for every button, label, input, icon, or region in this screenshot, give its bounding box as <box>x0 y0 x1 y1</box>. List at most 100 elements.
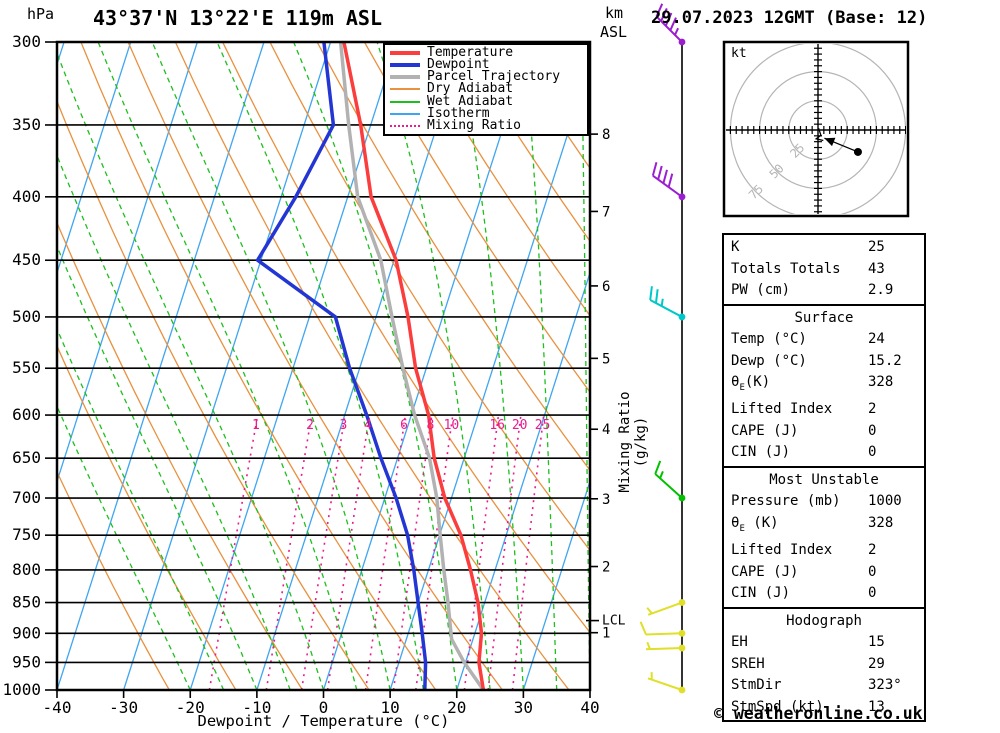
pressure-tick-label: 550 <box>12 358 41 377</box>
indices-table: Most Unstable Pressure (mb) 1000 θE (K) 328 L… <box>722 465 926 609</box>
dry-adiabat-line <box>363 42 590 394</box>
mixing-ratio-label: 10 <box>444 418 460 433</box>
legend-swatch-parcel-trajectory <box>390 75 420 80</box>
dry-adiabat-line <box>458 42 590 243</box>
mixing-ratio-line <box>487 414 522 690</box>
table-row: K 25 <box>724 237 924 259</box>
table-row-value: 15 <box>868 634 885 651</box>
table-row: CAPE (J) 0 <box>724 562 924 584</box>
dry-adiabat-line <box>411 42 590 317</box>
table-row-label: Lifted Index <box>731 401 833 418</box>
legend-label: Dry Adiabat <box>427 81 514 97</box>
wind-barb-900 <box>639 621 686 637</box>
table-row: CIN (J) 0 <box>724 442 924 464</box>
legend-label: Temperature <box>427 45 514 61</box>
table-row-value: 0 <box>868 422 877 439</box>
indices-table: K 25 Totals Totals 43 PW (cm) 2.9 <box>722 233 926 306</box>
pressure-tick-label: 300 <box>12 32 41 51</box>
table-row-value: 24 <box>868 331 885 347</box>
indices-table: Surface Temp (°C) 24 Dewp (°C) 15.2 θE(K) 328 L… <box>722 303 926 468</box>
wet-adiabat-line <box>376 42 491 690</box>
mixing-ratio-line <box>326 414 371 690</box>
table-row: SREH 29 <box>724 654 924 676</box>
table-row-value: 15.2 <box>868 352 902 369</box>
km-tick-label: 7 <box>602 204 610 220</box>
wind-barb-400 <box>651 161 686 201</box>
wet-adiabat-line <box>455 42 525 690</box>
temp-tick-label: 40 <box>580 698 599 717</box>
indices-table: Hodograph EH 15 SREH 29 StmDir 323° StmSpd (kt)… <box>722 606 926 723</box>
parcel-trajectory-curve <box>338 42 485 690</box>
pressure-tick-label: 350 <box>12 115 41 134</box>
mixing-ratio-label: 20 <box>512 418 528 433</box>
table-row: Lifted Index 2 <box>724 399 924 421</box>
isotherm-line <box>522 479 590 690</box>
table-row-value: 2.9 <box>868 282 894 298</box>
copyright-credit: © weatheronline.co.uk <box>714 704 923 723</box>
table-row: Pressure (mb) 1000 <box>724 491 924 513</box>
legend-item: Dry Adiabat <box>390 81 587 97</box>
table-row: StmSpd (kt) 13 <box>724 697 924 719</box>
dry-adiabat-line <box>316 42 590 472</box>
table-row-label: PW (cm) <box>731 282 791 298</box>
temp-tick-label: 30 <box>514 698 533 717</box>
mixing-ratio-line <box>265 414 313 690</box>
pressure-tick-label: 1000 <box>2 680 41 699</box>
legend-swatch-isotherm <box>390 112 420 115</box>
mixing-ratio-label: 2 <box>306 418 314 433</box>
legend-swatch-wet-adiabat <box>390 100 420 103</box>
chart-legend: Temperature Dewpoint Parcel Trajectory Dry … <box>383 43 589 136</box>
wind-barb-700 <box>654 460 686 502</box>
table-row-value: 0 <box>868 585 877 602</box>
table-row: CIN (J) 0 <box>724 583 924 605</box>
table-row-label: EH <box>731 634 748 651</box>
legend-item: Wet Adiabat <box>390 93 587 109</box>
mixing-ratio-label: 4 <box>364 418 372 433</box>
temp-tick-label: 0 <box>319 698 329 717</box>
km-tick-label: 6 <box>602 279 610 295</box>
temp-tick-label: 10 <box>380 698 399 717</box>
plot-frame <box>55 40 592 692</box>
altitude-axis-unit-km: km <box>605 4 624 22</box>
table-row: PW (cm) 2.9 <box>724 280 924 302</box>
mixing-ratio-line <box>364 414 407 690</box>
dry-adiabat-line <box>57 470 170 690</box>
table-row-label: Temp (°C) <box>731 331 807 347</box>
wet-adiabat-line <box>57 153 291 690</box>
pressure-tick-label: 850 <box>12 593 41 612</box>
lcl-label: LCL <box>602 614 626 629</box>
table-row-value: 2 <box>868 401 877 418</box>
km-tick-label: 5 <box>602 351 610 367</box>
table-row-label: Totals Totals <box>731 260 841 277</box>
legend-label: Mixing Ratio <box>427 117 521 133</box>
mixing-ratio-label: 6 <box>400 418 408 433</box>
table-row-value: 323° <box>868 677 902 694</box>
table-row-label: θE (K) <box>731 514 779 534</box>
wet-adiabat-line <box>580 42 590 690</box>
run-datetime-title: 29.07.2023 12GMT (Base: 12) <box>651 8 928 28</box>
pressure-tick-label: 650 <box>12 448 41 467</box>
temperature-curve <box>342 42 486 690</box>
pressure-tick-label: 700 <box>12 488 41 507</box>
table-row-label: StmDir <box>731 677 782 694</box>
storm-motion-dot <box>853 147 862 156</box>
pressure-axis-unit: hPa <box>27 5 55 23</box>
isotherm-line <box>123 42 332 690</box>
wind-barb-925 <box>645 641 686 652</box>
temp-tick-label: -40 <box>43 698 72 717</box>
temp-tick-label: -10 <box>242 698 271 717</box>
pressure-tick-label: 450 <box>12 250 41 269</box>
legend-label: Dewpoint <box>427 57 490 73</box>
table-row: θE(K) 328 <box>724 372 924 399</box>
table-row-value: 29 <box>868 655 885 672</box>
legend-label: Parcel Trajectory <box>427 69 561 85</box>
km-tick-label: 1 <box>602 626 610 642</box>
table-row: CAPE (J) 0 <box>724 421 924 443</box>
legend-label: Wet Adiabat <box>427 93 514 109</box>
table-row-value: 0 <box>868 563 877 580</box>
wet-adiabat-line <box>216 42 425 690</box>
storm-motion-arrowhead <box>824 137 836 147</box>
temp-tick-label: 20 <box>447 698 466 717</box>
legend-item: Mixing Ratio <box>390 117 587 133</box>
